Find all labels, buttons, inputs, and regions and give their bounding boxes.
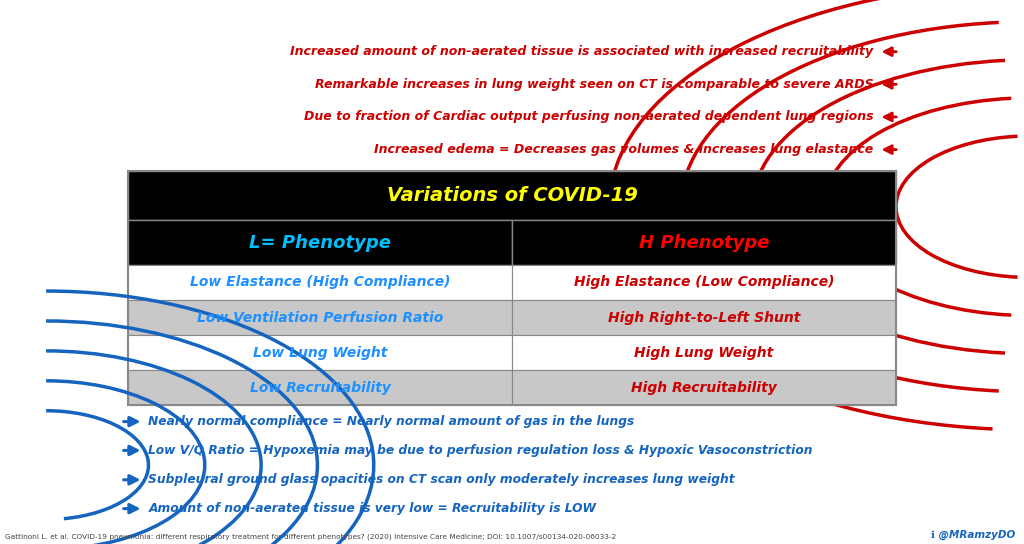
Text: Remarkable increases in lung weight seen on CT is comparable to severe ARDS: Remarkable increases in lung weight seen… — [314, 78, 873, 91]
Bar — [128, 370, 512, 405]
Text: Low Ventilation Perfusion Ratio: Low Ventilation Perfusion Ratio — [197, 311, 443, 325]
Text: High Recruitability: High Recruitability — [631, 381, 777, 395]
Bar — [128, 335, 512, 370]
Text: High Lung Weight: High Lung Weight — [635, 345, 773, 360]
Bar — [512, 300, 896, 335]
Text: H Phenotype: H Phenotype — [639, 233, 769, 252]
Text: Gattinoni L. et al. COVID-19 pneumonia: different respiratory treatment for diff: Gattinoni L. et al. COVID-19 pneumonia: … — [5, 533, 616, 540]
Bar — [512, 220, 896, 265]
Bar — [128, 171, 896, 405]
Text: L= Phenotype: L= Phenotype — [249, 233, 391, 252]
Text: Low Lung Weight: Low Lung Weight — [253, 345, 387, 360]
Text: Increased edema = Decreases gas volumes & increases lung elastance: Increased edema = Decreases gas volumes … — [374, 143, 873, 156]
Bar — [512, 370, 896, 405]
Text: ℹ @MRamzyDO: ℹ @MRamzyDO — [932, 529, 1016, 540]
Text: Due to fraction of Cardiac output perfusing non-aerated dependent lung regions: Due to fraction of Cardiac output perfus… — [304, 110, 873, 123]
Text: Amount of non-aerated tissue is very low = Recruitability is LOW: Amount of non-aerated tissue is very low… — [148, 502, 596, 515]
Text: Variations of COVID-19: Variations of COVID-19 — [387, 187, 637, 205]
Bar — [512, 335, 896, 370]
Text: Low Elastance (High Compliance): Low Elastance (High Compliance) — [189, 275, 451, 289]
Text: High Elastance (Low Compliance): High Elastance (Low Compliance) — [573, 275, 835, 289]
Text: Nearly normal compliance = Nearly normal amount of gas in the lungs: Nearly normal compliance = Nearly normal… — [148, 415, 635, 428]
Text: Low Recruitability: Low Recruitability — [250, 381, 390, 395]
Bar — [128, 171, 896, 220]
Bar — [128, 220, 512, 265]
Text: Increased amount of non-aerated tissue is associated with increased recruitabili: Increased amount of non-aerated tissue i… — [291, 45, 873, 58]
Text: High Right-to-Left Shunt: High Right-to-Left Shunt — [608, 311, 800, 325]
Bar — [512, 265, 896, 300]
Bar — [128, 265, 512, 300]
Text: Subpleural ground glass opacities on CT scan only moderately increases lung weig: Subpleural ground glass opacities on CT … — [148, 473, 735, 486]
Bar — [128, 300, 512, 335]
Text: Low V/Q Ratio = Hypoxemia may be due to perfusion regulation loss & Hypoxic Vaso: Low V/Q Ratio = Hypoxemia may be due to … — [148, 444, 813, 457]
